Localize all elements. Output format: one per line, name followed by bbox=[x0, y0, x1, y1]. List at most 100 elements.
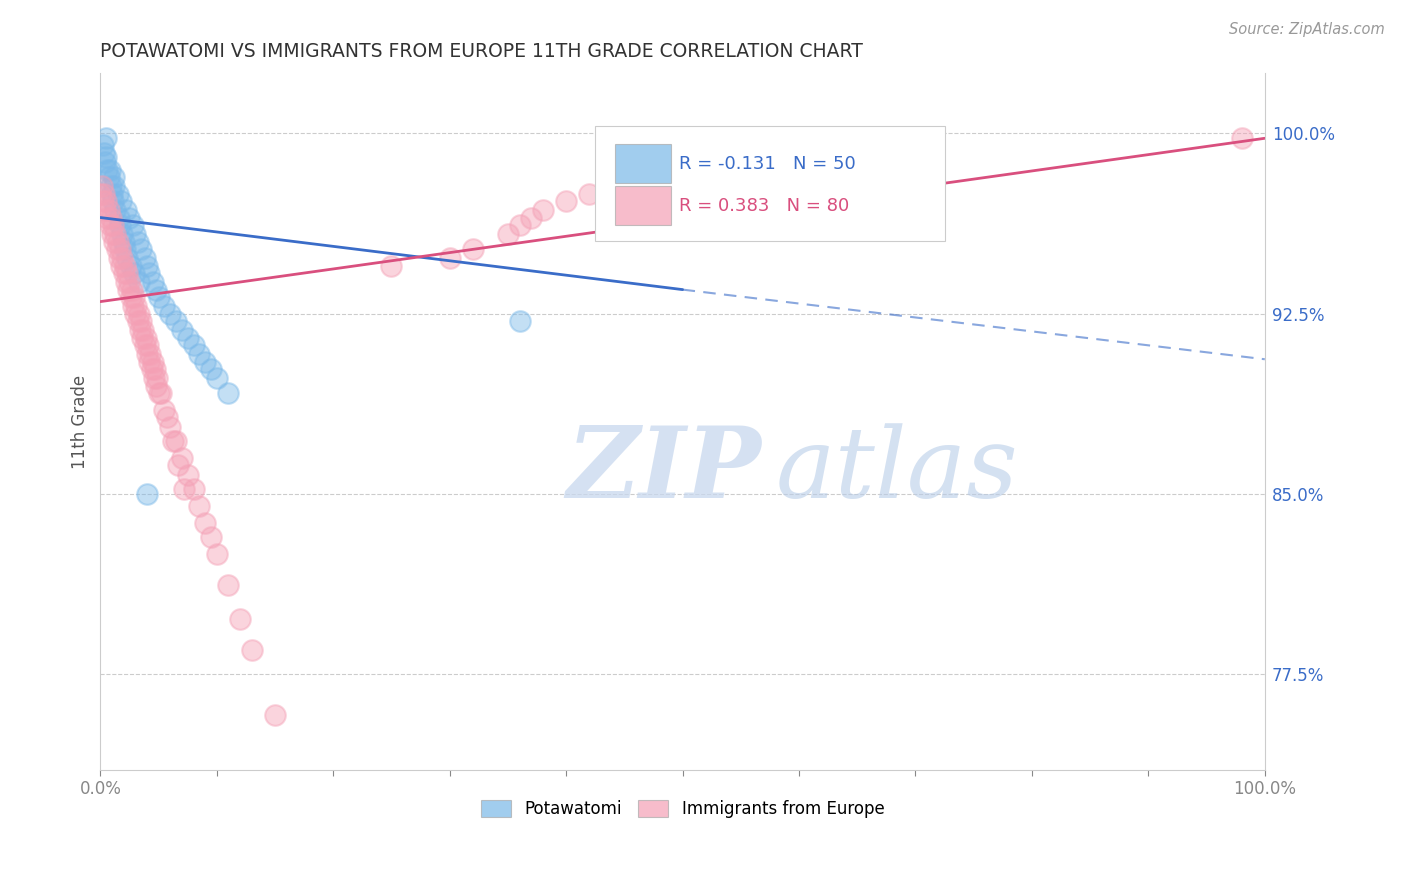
Point bbox=[100, 211, 122, 225]
Point bbox=[176, 331, 198, 345]
Point bbox=[127, 235, 149, 249]
Point bbox=[142, 354, 165, 368]
Point bbox=[170, 323, 193, 337]
Point bbox=[91, 138, 114, 153]
Point bbox=[194, 516, 217, 530]
Point bbox=[555, 194, 578, 208]
Point bbox=[117, 283, 139, 297]
Point bbox=[156, 409, 179, 424]
Point bbox=[461, 242, 484, 256]
Point bbox=[136, 259, 159, 273]
Point bbox=[128, 307, 150, 321]
Point bbox=[200, 530, 222, 544]
Point bbox=[439, 252, 461, 266]
Point bbox=[129, 323, 152, 337]
Point bbox=[141, 362, 163, 376]
Point bbox=[142, 371, 165, 385]
Point bbox=[183, 482, 205, 496]
Point bbox=[146, 371, 169, 385]
Point bbox=[121, 283, 143, 297]
Point bbox=[162, 434, 184, 448]
Point bbox=[101, 227, 124, 242]
FancyBboxPatch shape bbox=[614, 145, 671, 183]
Point bbox=[103, 179, 125, 194]
Point bbox=[194, 354, 217, 368]
Point bbox=[135, 331, 157, 345]
Point bbox=[128, 276, 150, 290]
Point bbox=[173, 482, 195, 496]
Point bbox=[509, 218, 531, 232]
Point bbox=[112, 266, 135, 280]
Text: POTAWATOMI VS IMMIGRANTS FROM EUROPE 11TH GRADE CORRELATION CHART: POTAWATOMI VS IMMIGRANTS FROM EUROPE 11T… bbox=[100, 42, 863, 61]
Point bbox=[101, 186, 124, 201]
Point bbox=[122, 300, 145, 314]
Point bbox=[94, 155, 117, 169]
Point bbox=[122, 266, 145, 280]
Point bbox=[165, 434, 187, 448]
Point bbox=[96, 151, 118, 165]
Point bbox=[122, 290, 145, 304]
Text: ZIP: ZIP bbox=[567, 422, 761, 519]
Point bbox=[131, 331, 153, 345]
Point bbox=[101, 218, 124, 232]
Point bbox=[159, 307, 181, 321]
Point bbox=[148, 290, 170, 304]
Point bbox=[125, 300, 148, 314]
Point bbox=[112, 235, 135, 249]
Point bbox=[167, 458, 190, 472]
Point bbox=[89, 186, 111, 201]
Point bbox=[120, 290, 142, 304]
Point bbox=[136, 487, 159, 501]
Point bbox=[124, 307, 146, 321]
Point bbox=[91, 194, 114, 208]
Point bbox=[132, 323, 155, 337]
Point bbox=[98, 218, 121, 232]
Point bbox=[108, 218, 131, 232]
FancyBboxPatch shape bbox=[614, 186, 671, 225]
Point bbox=[110, 259, 132, 273]
Point bbox=[170, 450, 193, 465]
Point bbox=[114, 259, 136, 273]
Point bbox=[496, 227, 519, 242]
Point bbox=[138, 266, 160, 280]
Point bbox=[509, 314, 531, 328]
Point bbox=[111, 227, 134, 242]
Point bbox=[96, 194, 118, 208]
Point bbox=[153, 402, 176, 417]
Point bbox=[115, 203, 138, 218]
Point bbox=[139, 347, 162, 361]
Point bbox=[176, 467, 198, 482]
Point bbox=[115, 252, 138, 266]
Point bbox=[148, 385, 170, 400]
Y-axis label: 11th Grade: 11th Grade bbox=[72, 375, 89, 469]
Point bbox=[103, 235, 125, 249]
Point bbox=[240, 643, 263, 657]
Point bbox=[100, 179, 122, 194]
Point bbox=[115, 276, 138, 290]
Point bbox=[205, 547, 228, 561]
Point bbox=[578, 186, 600, 201]
FancyBboxPatch shape bbox=[595, 126, 945, 241]
Point bbox=[138, 354, 160, 368]
Point bbox=[229, 612, 252, 626]
Point bbox=[127, 314, 149, 328]
Point bbox=[142, 276, 165, 290]
Point bbox=[104, 203, 127, 218]
Point bbox=[1230, 131, 1253, 145]
Point bbox=[145, 378, 167, 392]
Point bbox=[520, 211, 543, 225]
Point bbox=[136, 338, 159, 352]
Point bbox=[118, 276, 141, 290]
Point bbox=[217, 385, 239, 400]
Text: atlas: atlas bbox=[776, 423, 1018, 518]
Point bbox=[188, 347, 211, 361]
Point bbox=[93, 186, 115, 201]
Point bbox=[129, 314, 152, 328]
Point bbox=[90, 179, 112, 194]
Point bbox=[107, 235, 129, 249]
Point bbox=[200, 362, 222, 376]
Legend: Potawatomi, Immigrants from Europe: Potawatomi, Immigrants from Europe bbox=[474, 793, 891, 824]
Point bbox=[217, 578, 239, 592]
Point bbox=[129, 242, 152, 256]
Point bbox=[111, 252, 134, 266]
